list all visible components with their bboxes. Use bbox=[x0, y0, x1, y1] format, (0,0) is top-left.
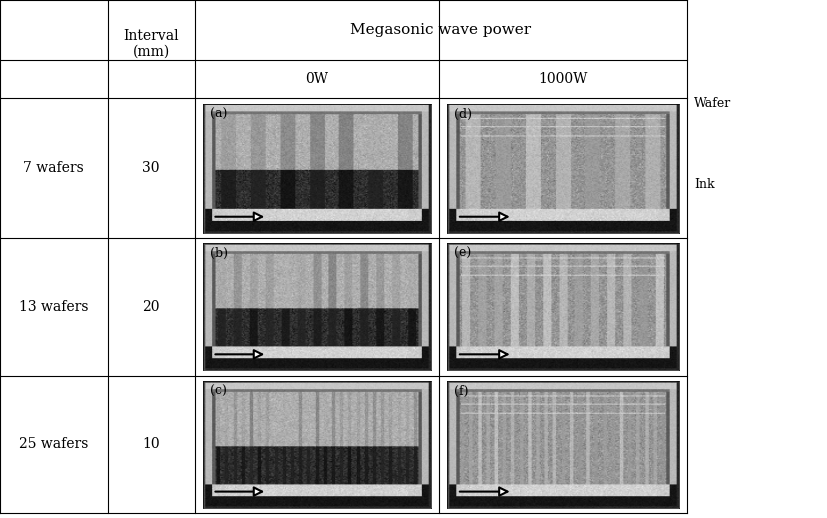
Text: (e): (e) bbox=[453, 247, 471, 260]
Text: (c): (c) bbox=[209, 384, 227, 397]
Text: (d): (d) bbox=[453, 107, 471, 121]
Text: 25 wafers: 25 wafers bbox=[19, 437, 88, 451]
Text: 1000W: 1000W bbox=[538, 72, 587, 86]
Text: 20: 20 bbox=[142, 300, 160, 314]
Text: (b): (b) bbox=[209, 247, 227, 260]
Text: Interval
(mm): Interval (mm) bbox=[123, 29, 179, 59]
Text: 10: 10 bbox=[142, 437, 160, 451]
Text: 0W: 0W bbox=[305, 72, 327, 86]
Text: Wafer: Wafer bbox=[590, 97, 730, 119]
Text: Ink: Ink bbox=[566, 176, 714, 191]
Text: Megasonic wave power: Megasonic wave power bbox=[350, 23, 531, 37]
Text: 30: 30 bbox=[142, 161, 160, 176]
Text: 7 wafers: 7 wafers bbox=[23, 161, 84, 176]
Text: (f): (f) bbox=[453, 384, 468, 397]
Text: 13 wafers: 13 wafers bbox=[19, 300, 88, 314]
Text: (a): (a) bbox=[209, 107, 227, 121]
